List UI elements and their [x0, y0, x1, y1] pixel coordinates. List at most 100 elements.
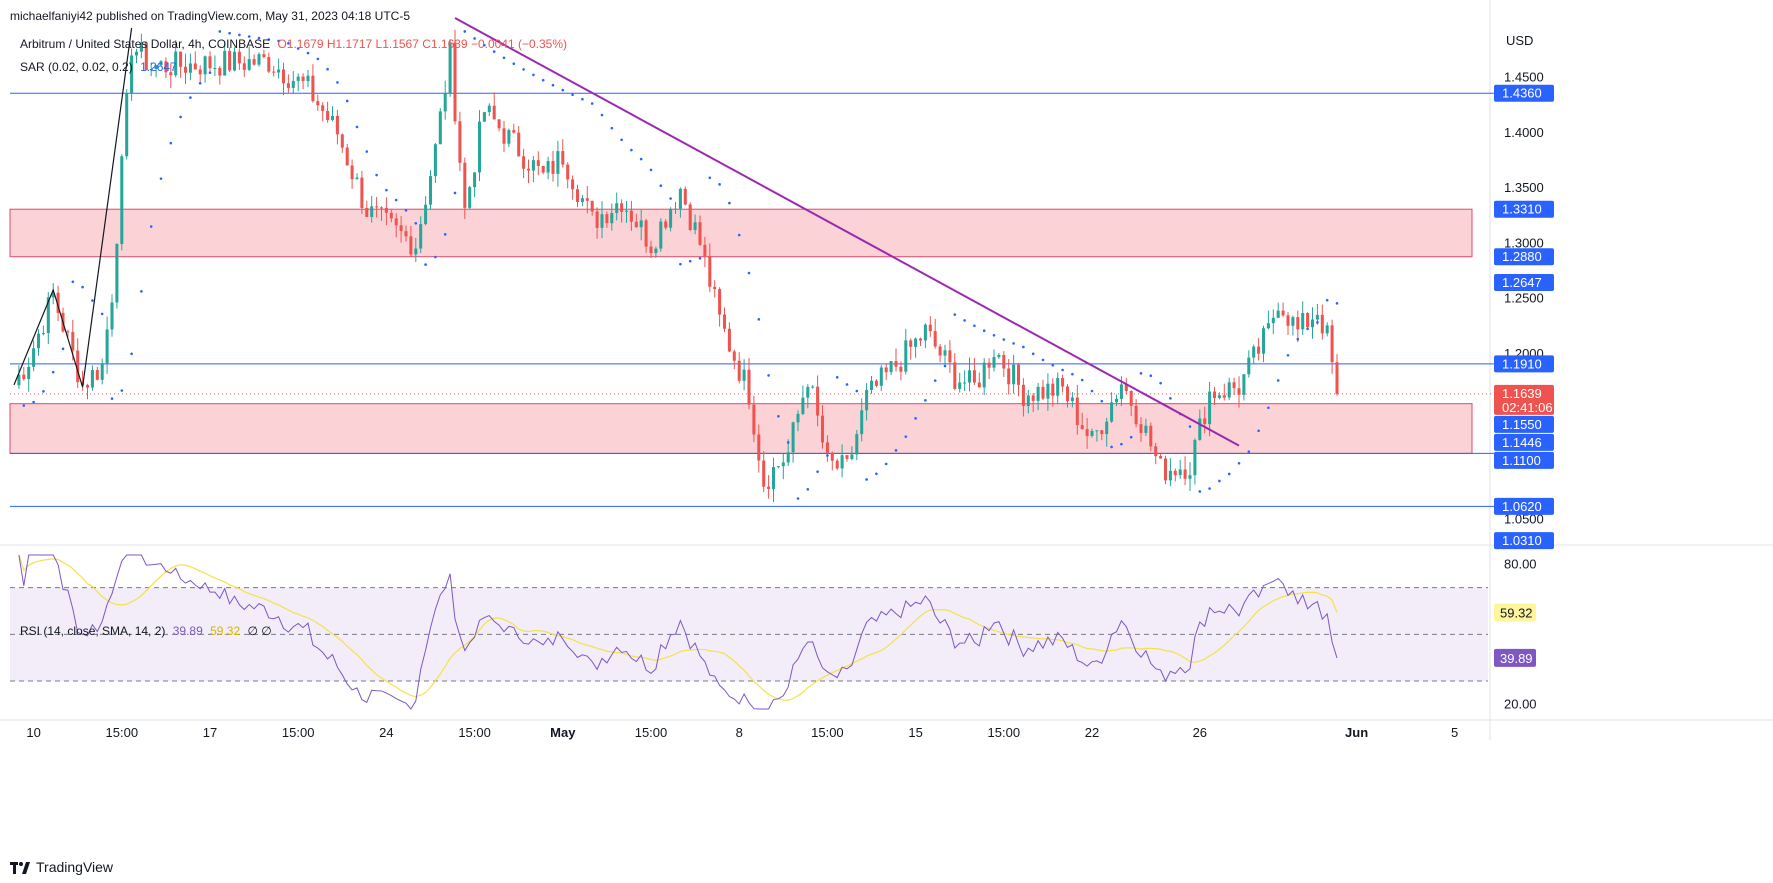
candle: [1208, 381, 1212, 437]
candle: [610, 203, 614, 231]
candle: [1002, 351, 1006, 377]
sar-dot: [639, 157, 643, 161]
candle-body: [512, 130, 516, 133]
candle: [1012, 354, 1016, 394]
sar-dot: [875, 472, 878, 476]
sar-dot: [91, 299, 94, 302]
candle-body: [1208, 391, 1212, 425]
candle: [32, 340, 36, 372]
symbol-title[interactable]: Arbitrum / United States Dollar, 4h, COI…: [20, 37, 271, 51]
candle-body: [1188, 475, 1192, 479]
candle: [228, 47, 232, 73]
candle: [105, 316, 109, 375]
candle-body: [27, 366, 31, 379]
candle: [580, 194, 584, 207]
sar-dot: [806, 487, 810, 491]
candle-body: [159, 61, 163, 65]
candle: [1271, 309, 1275, 335]
sar-dot: [355, 125, 359, 129]
price-tag-1.4360: 1.4360: [1494, 84, 1554, 102]
time-tick: 22: [1085, 725, 1099, 740]
candle: [316, 94, 320, 111]
candle-body: [541, 165, 545, 173]
symbol-legend: Arbitrum / United States Dollar, 4h, COI…: [20, 37, 567, 51]
candle: [551, 150, 555, 182]
candle-body: [551, 161, 555, 174]
candle-body: [169, 72, 173, 76]
candle-body: [683, 188, 687, 205]
rsi-label[interactable]: RSI (14, close, SMA, 14, 2): [20, 624, 166, 638]
candle-body: [1261, 328, 1266, 354]
time-tick: 17: [203, 725, 217, 740]
candle-body: [1252, 346, 1256, 358]
candle-body: [492, 105, 496, 120]
candle: [938, 344, 942, 363]
sar-label[interactable]: SAR (0.02, 0.02, 0.2): [20, 60, 133, 74]
candle-body: [673, 208, 678, 210]
sar-dot: [1325, 298, 1329, 302]
candle: [708, 243, 712, 293]
price-tick: 1.2500: [1504, 291, 1544, 306]
price-tags: 1.4360 1.3310 1.2880 1.2647 1.1910 1.163902:4…: [1494, 84, 1554, 667]
sar-dot: [149, 225, 153, 228]
sar-dot: [757, 318, 761, 321]
sar-dot: [581, 97, 584, 101]
time-tick: 5: [1451, 725, 1458, 740]
candle: [1188, 462, 1192, 491]
candle: [458, 111, 462, 172]
candle-body: [654, 248, 658, 254]
sar-dot: [610, 126, 614, 130]
sar-dot: [306, 51, 310, 55]
rsi-tick: 20.00: [1504, 696, 1537, 711]
sar-dot: [1090, 389, 1094, 393]
candle-body: [1271, 317, 1275, 324]
drawings: [13, 17, 1240, 447]
candle-body: [1114, 398, 1119, 403]
candle: [482, 112, 486, 122]
candle-body: [1217, 395, 1221, 399]
candle: [894, 348, 898, 372]
candle-body: [76, 350, 80, 383]
rsi-ma-tag-box: [1494, 603, 1536, 622]
grid: [0, 0, 1773, 740]
sar-dot: [424, 263, 427, 266]
candle-body: [1007, 368, 1011, 385]
candle: [399, 216, 403, 243]
candle-body: [428, 176, 433, 205]
price-tag-1.1550: 1.1550: [1494, 415, 1554, 433]
rsi-ma-line: [18, 554, 1338, 701]
sar-dot: [345, 99, 349, 103]
price-tag-box: [1494, 273, 1554, 291]
candle-body: [624, 210, 629, 212]
candle-body: [1056, 378, 1060, 396]
candle: [698, 215, 702, 246]
sar-dot: [777, 415, 780, 418]
candle-body: [948, 350, 952, 363]
candle-body: [869, 380, 874, 390]
candle-body: [620, 203, 624, 212]
time-tick: 8: [736, 725, 743, 740]
candle-body: [438, 111, 442, 145]
candle: [884, 363, 888, 381]
sar-dot: [826, 454, 829, 457]
candle-body: [384, 207, 388, 213]
candle-body: [1325, 325, 1329, 334]
candle-body: [1129, 390, 1133, 406]
candle: [654, 246, 658, 258]
footer-brand[interactable]: TradingView: [10, 859, 113, 875]
candle: [992, 349, 996, 372]
candle: [693, 214, 697, 235]
candle-body: [335, 115, 339, 135]
candle: [154, 64, 158, 78]
sar-dot: [796, 497, 800, 500]
candle: [203, 55, 207, 83]
sar-dot: [453, 191, 457, 195]
candle: [183, 53, 188, 84]
candle-body: [350, 165, 354, 180]
candle: [869, 376, 874, 394]
sar-dot: [1031, 352, 1035, 356]
candle: [242, 56, 246, 77]
candle: [473, 172, 477, 198]
candle: [120, 154, 124, 251]
